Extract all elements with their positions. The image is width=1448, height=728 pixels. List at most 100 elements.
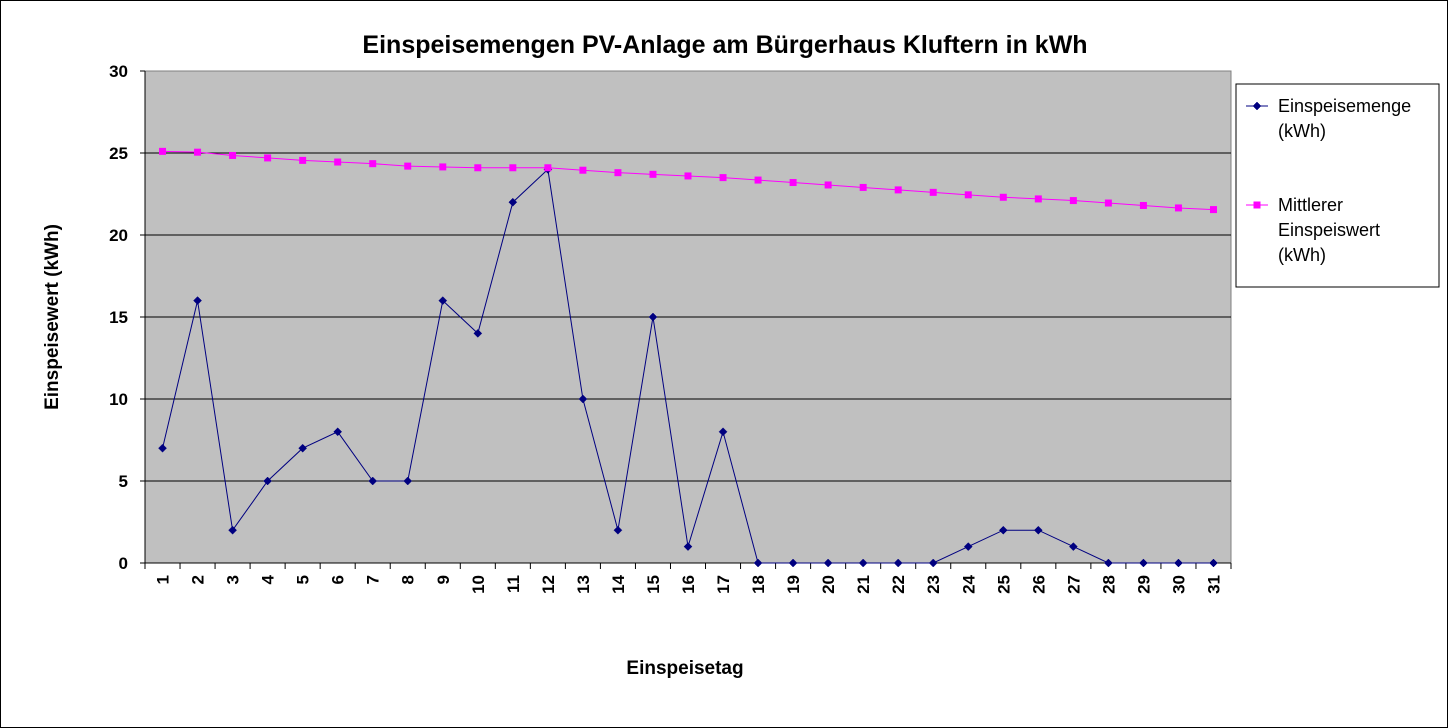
y-tick-label: 5 (119, 472, 128, 491)
y-tick-label: 15 (109, 308, 128, 327)
data-point-diamond (858, 558, 868, 568)
data-point-square (894, 186, 902, 194)
data-point-diamond (508, 197, 518, 207)
data-point-square (649, 170, 657, 178)
x-tick-label: 30 (1169, 575, 1188, 594)
x-tick-label: 15 (644, 575, 663, 594)
data-point-square (859, 183, 867, 191)
data-point-square (1253, 201, 1261, 209)
data-point-square (299, 156, 307, 164)
data-point-diamond (648, 312, 658, 322)
data-point-square (229, 151, 237, 159)
data-point-square (509, 164, 517, 172)
y-tick-label: 0 (119, 554, 128, 573)
data-point-diamond (578, 394, 588, 404)
data-point-square (194, 148, 202, 156)
x-tick-label: 22 (889, 575, 908, 594)
x-tick-label: 21 (854, 575, 873, 594)
chart-title: Einspeisemengen PV-Anlage am Bürgerhaus … (362, 31, 1087, 59)
x-tick-label: 31 (1204, 575, 1223, 594)
x-tick-label: 6 (329, 575, 348, 584)
data-point-square (684, 172, 692, 180)
data-point-diamond (1069, 542, 1078, 551)
data-point-diamond (1174, 558, 1183, 568)
data-point-diamond (963, 542, 973, 551)
x-tick-label: 3 (224, 575, 243, 584)
data-point-diamond (1104, 558, 1113, 568)
data-point-square (964, 191, 972, 199)
data-point-diamond (368, 476, 378, 486)
x-tick-label: 16 (679, 575, 698, 594)
x-tick-label: 20 (819, 575, 838, 594)
x-tick-label: 10 (469, 575, 488, 594)
data-point-square (1174, 204, 1182, 212)
data-point-diamond (718, 427, 728, 437)
data-point-square (1139, 201, 1147, 209)
data-point-square (159, 147, 167, 155)
x-tick-label: 5 (294, 575, 313, 584)
x-tick-label: 1 (154, 575, 173, 584)
x-tick-label: 7 (364, 575, 383, 584)
data-point-square (999, 193, 1007, 201)
x-tick-label: 17 (714, 575, 733, 594)
y-tick-label: 10 (109, 390, 128, 409)
data-point-diamond (193, 296, 202, 305)
data-point-square (789, 179, 797, 187)
legend-label: Mittlerer (1278, 195, 1343, 215)
x-tick-label: 24 (959, 574, 978, 593)
x-axis-title: Einspeisetag (626, 658, 743, 679)
x-tick-label: 14 (609, 574, 628, 593)
x-tick-label: 12 (539, 575, 558, 594)
data-point-diamond (263, 476, 272, 486)
data-point-square (614, 169, 622, 177)
y-tick-label: 30 (109, 62, 128, 81)
x-tick-label: 13 (574, 575, 593, 594)
x-tick-label: 29 (1134, 575, 1153, 594)
data-point-square (544, 164, 552, 172)
legend-box (1235, 83, 1440, 288)
data-point-square (929, 188, 937, 196)
data-point-diamond (928, 558, 938, 568)
x-tick-label: 8 (399, 575, 418, 584)
x-tick-label: 2 (189, 575, 208, 584)
data-point-diamond (473, 329, 483, 338)
legend-label: (kWh) (1278, 121, 1326, 141)
x-tick-label: 4 (259, 574, 278, 584)
data-point-square (334, 158, 342, 166)
data-point-diamond (1252, 101, 1262, 111)
data-point-square (754, 176, 762, 184)
legend: Einspeisemenge (kWh) Mittlerer Einspeiswert… (1235, 83, 1440, 288)
data-point-diamond (753, 558, 763, 568)
data-point-diamond (438, 296, 448, 305)
data-point-diamond (683, 542, 693, 551)
x-tick-label: 19 (784, 575, 803, 594)
x-tick-label: 23 (924, 575, 943, 594)
data-point-square (369, 160, 377, 168)
data-point-diamond (158, 443, 167, 453)
data-point-square (264, 154, 272, 162)
data-point-diamond (788, 558, 798, 568)
x-tick-label: 27 (1064, 575, 1083, 594)
x-tick-label: 25 (994, 575, 1013, 594)
data-point-square (1034, 195, 1042, 203)
x-tick-label: 18 (749, 575, 768, 594)
data-point-square (579, 166, 587, 174)
data-point-square (1104, 199, 1112, 207)
data-point-diamond (893, 558, 903, 568)
legend-label: Einspeiswert (1278, 220, 1380, 240)
data-point-diamond (613, 525, 623, 535)
data-point-diamond (1209, 558, 1218, 568)
data-point-square (824, 181, 832, 189)
legend-label: (kWh) (1278, 245, 1326, 265)
data-point-diamond (298, 443, 307, 453)
legend-label: Einspeisemenge (1278, 96, 1411, 116)
data-point-square (439, 163, 447, 171)
data-point-diamond (1139, 558, 1148, 568)
data-point-diamond (333, 427, 343, 437)
data-point-diamond (998, 525, 1008, 535)
y-tick-label: 25 (109, 144, 128, 163)
data-point-square (404, 162, 412, 170)
x-tick-label: 26 (1029, 575, 1048, 594)
